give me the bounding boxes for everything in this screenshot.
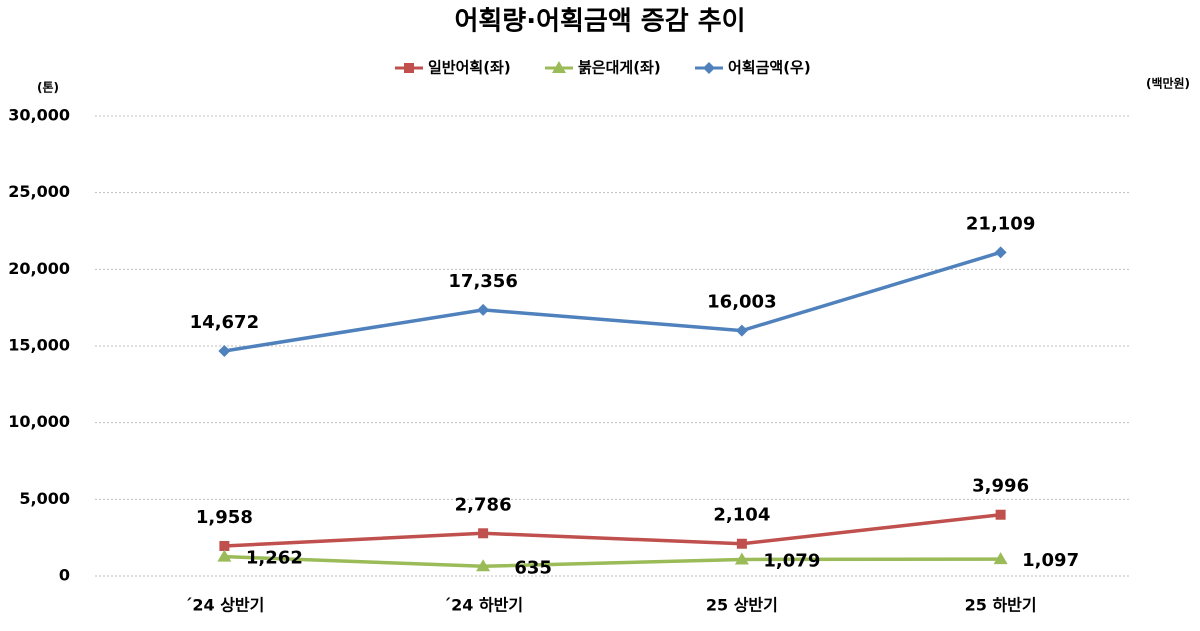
x-tick-label: ´24 하반기: [443, 596, 523, 615]
data-label: 17,356: [448, 271, 517, 292]
marker: [478, 528, 489, 539]
marker: [552, 61, 566, 73]
y2-axis-unit: (백만원): [1146, 76, 1190, 91]
y-tick-label: 5,000: [19, 489, 70, 508]
marker: [994, 246, 1007, 259]
marker: [734, 552, 749, 565]
x-tick-label: 25 상반기: [706, 596, 778, 615]
y-axis-unit: (톤): [37, 81, 59, 95]
marker: [219, 540, 230, 551]
y-tick-label: 20,000: [8, 259, 70, 278]
marker: [995, 509, 1006, 520]
y-tick-label: 25,000: [8, 182, 70, 201]
data-label: 2,786: [455, 494, 512, 515]
x-tick-label: 25 하반기: [965, 596, 1037, 615]
legend-label: 붉은대게(좌): [578, 59, 661, 77]
data-label: 1,079: [763, 550, 820, 571]
marker: [217, 549, 232, 562]
marker: [735, 324, 748, 337]
y-tick-label: 0: [59, 566, 70, 585]
x-tick-label: ´24 상반기: [184, 596, 264, 615]
data-label: 1,262: [246, 548, 303, 569]
legend-label: 어획금액(우): [728, 59, 811, 77]
data-label: 635: [514, 557, 552, 578]
marker: [993, 552, 1008, 565]
data-label: 3,996: [972, 476, 1029, 497]
data-label: 21,109: [966, 213, 1035, 234]
marker: [736, 538, 747, 549]
data-label: 1,958: [196, 507, 253, 528]
data-label: 1,097: [1022, 550, 1079, 571]
y-tick-label: 10,000: [8, 412, 70, 431]
series-line: [224, 554, 1001, 569]
y-tick-label: 15,000: [8, 336, 70, 355]
chart-title: 어획량·어획금액 증감 추이: [454, 7, 745, 37]
marker: [477, 303, 490, 316]
marker: [218, 345, 231, 358]
y-tick-label: 30,000: [8, 106, 70, 125]
marker: [404, 63, 414, 73]
series-line: [224, 250, 1002, 353]
legend-label: 일반어획(좌): [428, 59, 511, 77]
marker: [703, 62, 715, 74]
data-label: 2,104: [713, 505, 770, 526]
marker: [476, 559, 491, 572]
data-label: 16,003: [707, 292, 776, 313]
data-label: 14,672: [190, 312, 259, 333]
series-line: [224, 512, 1001, 548]
